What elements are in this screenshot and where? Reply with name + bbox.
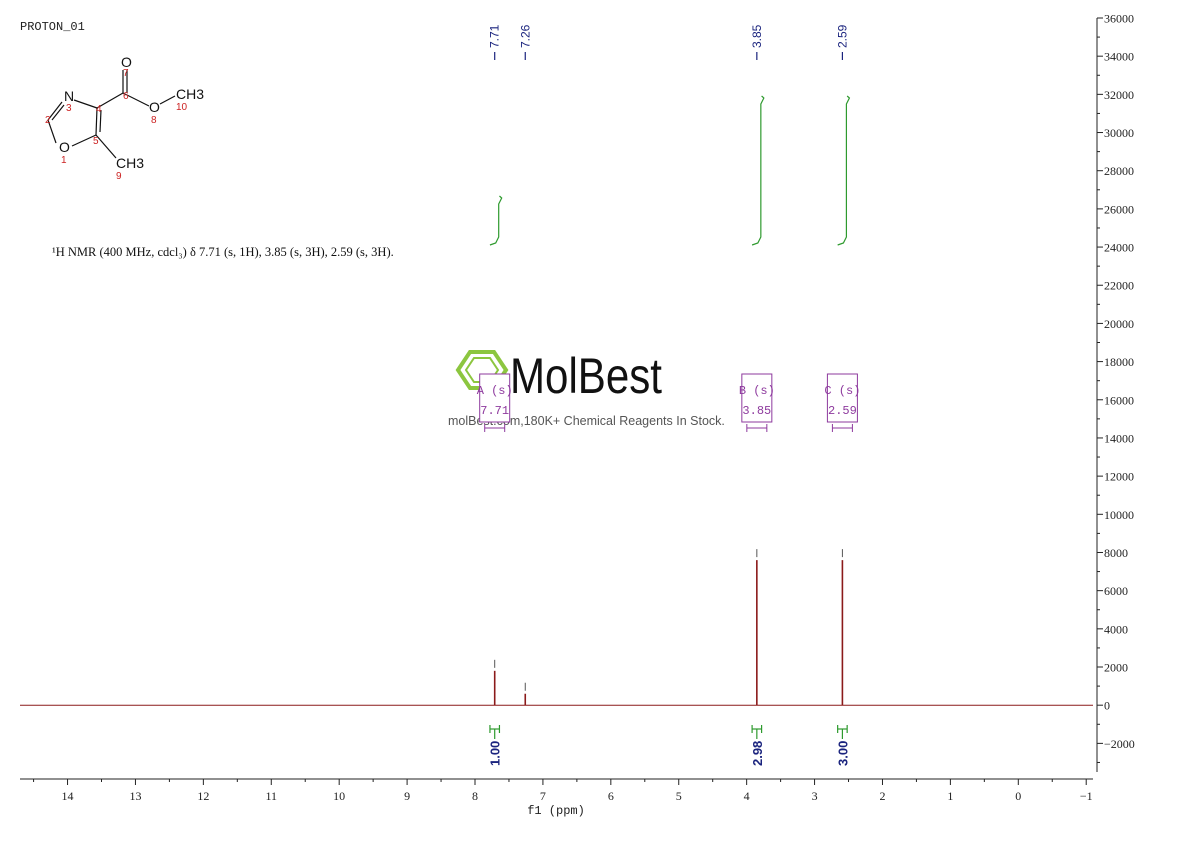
peak-label: 7.26 [518, 24, 532, 48]
y-tick-label: 12000 [1104, 470, 1134, 484]
watermark-tagline: molBest.com,180K+ Chemical Reagents In S… [448, 414, 725, 428]
x-tick-label: 6 [608, 789, 614, 803]
y-tick-label: −2000 [1104, 737, 1135, 751]
x-tick-label: 9 [404, 789, 410, 803]
integral-curve [489, 195, 503, 246]
x-tick-label: 5 [676, 789, 682, 803]
x-tick-label: 11 [265, 789, 277, 803]
x-tick-label: −1 [1080, 789, 1093, 803]
x-axis-ticks: 14 13 12 11 10 9 8 7 6 5 4 3 2 1 0 −1 [33, 779, 1093, 803]
x-tick-label: 13 [129, 789, 141, 803]
watermark-brand: MolBest [510, 348, 662, 404]
atom-number-5: 5 [93, 136, 99, 147]
multiplet-id: A (s) [477, 384, 513, 398]
x-tick-label: 12 [197, 789, 209, 803]
y-tick-label: 34000 [1104, 50, 1134, 64]
multiplet-shift: 7.71 [480, 404, 509, 418]
multiplet-shift: 2.59 [828, 404, 857, 418]
x-tick-label: 3 [812, 789, 818, 803]
multiplet-box [826, 373, 858, 423]
atom-number-7: 7 [123, 68, 129, 79]
y-tick-label: 6000 [1104, 584, 1128, 598]
spectrum-name: PROTON_01 [20, 20, 85, 34]
integral-curves: 1.00 2.98 3.00 [488, 95, 851, 766]
y-tick-label: 32000 [1104, 88, 1134, 102]
multiplet-id: C (s) [824, 384, 860, 398]
watermark: MolBest molBest.com,180K+ Chemical Reage… [448, 348, 725, 428]
integral-value: 2.98 [750, 741, 765, 766]
atom-number-6: 6 [123, 91, 129, 102]
atom-number-9: 9 [116, 171, 122, 182]
y-tick-label: 4000 [1104, 622, 1128, 636]
x-tick-label: 7 [540, 789, 546, 803]
y-tick-label: 22000 [1104, 279, 1134, 293]
peak-label: 2.59 [835, 24, 849, 48]
x-tick-label: 0 [1015, 789, 1021, 803]
spectrum-trace [20, 549, 1093, 706]
multiplet-shift: 3.85 [742, 404, 771, 418]
y-tick-label: 0 [1104, 699, 1110, 713]
y-tick-label: 28000 [1104, 164, 1134, 178]
molecule-atoms: N O O O CH3 CH3 [59, 54, 204, 171]
y-tick-label: 16000 [1104, 393, 1134, 407]
atom-number-2: 2 [45, 115, 51, 126]
atom-ch3-ring: CH3 [116, 155, 144, 171]
integral-curve [751, 95, 765, 246]
y-tick-label: 26000 [1104, 202, 1134, 216]
integral-value: 1.00 [488, 741, 503, 766]
integral-value: 3.00 [835, 741, 850, 766]
x-tick-label: 2 [879, 789, 885, 803]
y-tick-label: 10000 [1104, 508, 1134, 522]
x-tick-label: 8 [472, 789, 478, 803]
atom-ch3-ester: CH3 [176, 86, 204, 102]
y-tick-label: 20000 [1104, 317, 1134, 331]
multiplet-box [479, 373, 511, 423]
multiplet-boxes: A (s) 7.71 B (s) 3.85 C (s) 2.59 [477, 373, 860, 432]
molecule-structure [47, 70, 176, 159]
atom-numbers: 1 2 3 4 5 6 7 8 9 10 [45, 68, 188, 182]
x-tick-label: 1 [947, 789, 953, 803]
atom-o-ester: O [149, 99, 160, 115]
peak-label: 3.85 [750, 24, 764, 48]
peak-labels: 7.71 7.26 3.85 2.59 [488, 24, 849, 60]
peak-label: 7.71 [488, 24, 502, 48]
y-tick-label: 18000 [1104, 355, 1134, 369]
atom-o-carbonyl: O [121, 54, 132, 70]
x-tick-label: 14 [62, 789, 74, 803]
x-axis-label: f1 (ppm) [527, 804, 585, 818]
atom-number-1: 1 [61, 155, 67, 166]
atom-number-4: 4 [96, 104, 102, 115]
y-tick-label: 8000 [1104, 546, 1128, 560]
multiplet-box [741, 373, 773, 423]
atom-number-8: 8 [151, 115, 157, 126]
y-axis-ticks: 36000 34000 32000 30000 28000 26000 24000 22000… [1097, 12, 1135, 763]
atom-number-3: 3 [66, 103, 72, 114]
y-tick-label: 30000 [1104, 126, 1134, 140]
y-tick-label: 2000 [1104, 661, 1128, 675]
y-tick-label: 36000 [1104, 12, 1134, 26]
nmr-summary: ¹H NMR (400 MHz, cdcl₃) δ 7.71 (s, 1H), … [52, 245, 394, 259]
multiplet-id: B (s) [739, 384, 775, 398]
y-tick-label: 14000 [1104, 431, 1134, 445]
atom-n: N [64, 88, 74, 104]
x-tick-label: 4 [744, 789, 750, 803]
atom-number-10: 10 [176, 102, 188, 113]
y-tick-label: 24000 [1104, 241, 1134, 255]
x-tick-label: 10 [333, 789, 345, 803]
integral-curve [837, 95, 851, 246]
atom-o-ring: O [59, 139, 70, 155]
